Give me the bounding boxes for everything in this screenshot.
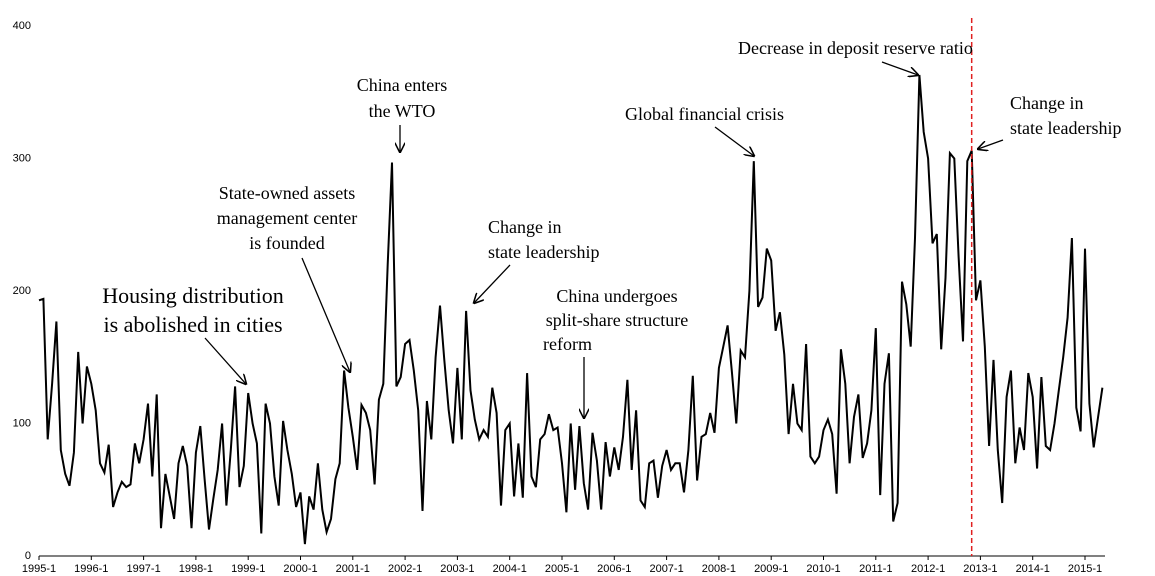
x-tick-label: 2002-1 <box>388 563 422 575</box>
annotation: split-share structure <box>546 310 688 330</box>
y-tick-label: 200 <box>13 285 31 297</box>
x-tick-label: 2010-1 <box>806 563 840 575</box>
annotation: state leadership <box>488 242 599 262</box>
x-tick-label: 2015-1 <box>1068 563 1102 575</box>
x-tick-label: 1999-1 <box>231 563 265 575</box>
annotation: Change in <box>488 217 562 237</box>
y-tick-label: 100 <box>13 417 31 429</box>
annotation: Housing distribution <box>102 283 284 308</box>
annotation: management center <box>217 208 357 228</box>
x-tick-label: 2007-1 <box>649 563 683 575</box>
x-tick-label: 2000-1 <box>283 563 317 575</box>
x-tick-label: 2003-1 <box>440 563 474 575</box>
annotation-arrow <box>301 257 350 372</box>
annotation: China enters <box>357 75 447 95</box>
x-tick-label: 2013-1 <box>963 563 997 575</box>
x-tick-label: 1998-1 <box>179 563 213 575</box>
x-tick-label: 2012-1 <box>911 563 945 575</box>
x-tick-label: 2004-1 <box>493 563 527 575</box>
annotation: is founded <box>249 233 325 253</box>
annotation-arrow <box>474 264 511 303</box>
x-tick-label: 2011-1 <box>859 563 892 575</box>
x-tick-label: 2006-1 <box>597 563 631 575</box>
annotation: China undergoes <box>556 286 677 306</box>
x-tick-label: 1996-1 <box>74 563 108 575</box>
data-line <box>38 74 1104 545</box>
annotation: reform <box>543 334 592 354</box>
annotation: the WTO <box>369 101 436 121</box>
annotation: is abolished in cities <box>103 312 282 337</box>
x-tick-label: 1995-1 <box>22 563 56 575</box>
annotation: Global financial crisis <box>625 104 784 124</box>
y-tick-label: 300 <box>13 152 31 164</box>
x-tick-label: 2001-1 <box>336 563 370 575</box>
annotation-arrow <box>714 126 754 156</box>
x-tick-label: 2009-1 <box>754 563 788 575</box>
annotation: state leadership <box>1010 118 1121 138</box>
y-tick-label: 0 <box>25 550 31 562</box>
annotation: Decrease in deposit reserve ratio <box>738 38 973 58</box>
annotation-arrow <box>978 139 1004 149</box>
annotation-arrow <box>204 337 246 384</box>
x-tick-label: 2008-1 <box>702 563 736 575</box>
x-tick-label: 2014-1 <box>1016 563 1050 575</box>
x-tick-label: 2005-1 <box>545 563 579 575</box>
x-tick-label: 1997-1 <box>126 563 160 575</box>
annotation: Change in <box>1010 93 1084 113</box>
annotation: State-owned assets <box>219 183 355 203</box>
annotation-arrow <box>881 61 918 75</box>
y-tick-label: 400 <box>13 20 31 32</box>
